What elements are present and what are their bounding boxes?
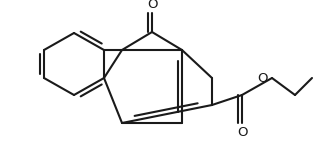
Text: O: O [237, 126, 247, 138]
Text: O: O [258, 71, 268, 85]
Text: O: O [147, 0, 157, 10]
